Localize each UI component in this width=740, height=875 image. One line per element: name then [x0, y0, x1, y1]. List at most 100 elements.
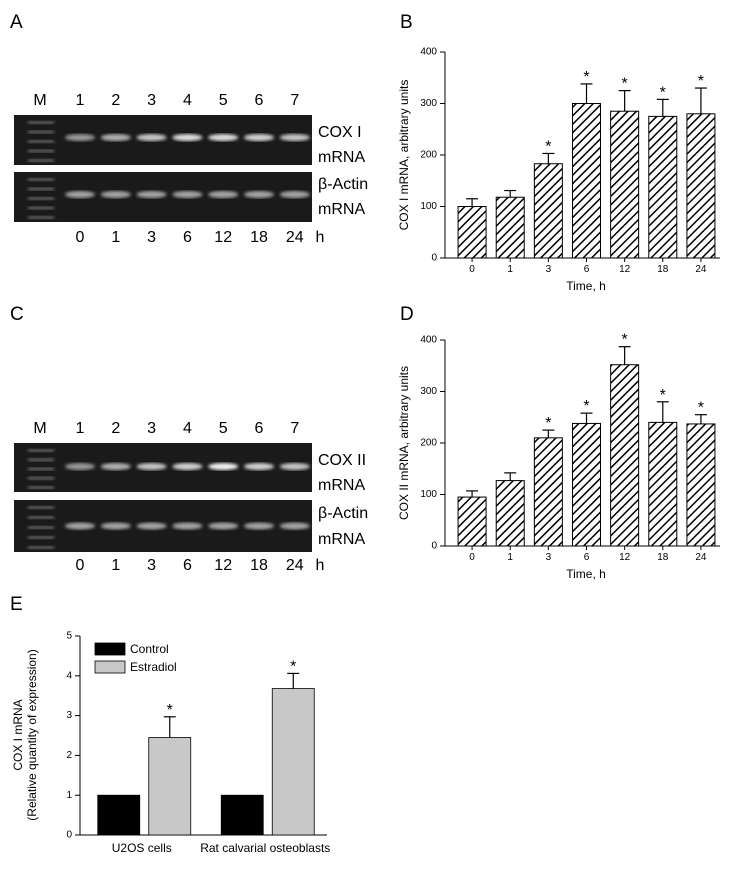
panel-letter: B: [400, 12, 413, 33]
ladder-band: [28, 476, 54, 480]
ladder-band: [28, 546, 54, 549]
ladder-band: [28, 149, 54, 153]
significance-marker: *: [290, 658, 296, 675]
panel-letter: A: [10, 12, 23, 33]
row-label: COX I: [318, 124, 362, 141]
lane-label: 6: [255, 92, 264, 109]
gel-band: [100, 134, 131, 141]
ladder-band: [28, 536, 54, 539]
ladder-band: [28, 516, 54, 519]
marker-label: M: [33, 92, 46, 109]
y-tick-label: 300: [420, 386, 437, 397]
time-label: 18: [250, 557, 268, 574]
x-tick-label: 6: [584, 264, 590, 275]
bar: [220, 794, 264, 836]
bar: [610, 110, 640, 259]
lane-label: 1: [76, 420, 85, 437]
error-bar: [656, 98, 669, 117]
error-bar: [580, 412, 593, 424]
error-bar: [466, 490, 479, 498]
gel-band: [65, 463, 95, 471]
gel-band: [136, 134, 167, 141]
error-bar: [504, 472, 517, 481]
gel-band: [244, 191, 274, 198]
panel-letter: D: [400, 304, 414, 325]
time-unit: h: [316, 229, 325, 246]
ladder-band: [28, 197, 54, 200]
ladder-band: [28, 216, 54, 219]
time-label: 1: [111, 229, 120, 246]
error-bar: [542, 152, 555, 164]
lane-label: 5: [219, 420, 228, 437]
y-tick-label: 400: [420, 335, 437, 346]
gel-band: [208, 134, 239, 141]
error-bar: [694, 87, 707, 114]
gel-band: [172, 191, 203, 198]
significance-marker: *: [660, 387, 666, 404]
y-tick-label: 100: [420, 489, 437, 500]
gel-band: [244, 522, 274, 530]
time-label: 0: [76, 557, 85, 574]
row-label: β-Actin: [318, 505, 368, 522]
ladder-band: [28, 121, 54, 124]
x-tick-label: 3: [546, 552, 552, 563]
gel-band: [244, 134, 274, 141]
y-tick-label: 2: [66, 750, 72, 761]
gel-band: [100, 191, 131, 198]
gel-band: [136, 522, 167, 530]
significance-marker: *: [698, 400, 704, 417]
gel-band: [279, 134, 310, 141]
row-label: COX II: [318, 452, 366, 469]
significance-marker: *: [583, 69, 589, 86]
gel-band: [244, 463, 274, 471]
gel-band: [136, 463, 167, 471]
time-label: 3: [147, 557, 156, 574]
legend-label: Control: [130, 642, 169, 656]
ladder-band: [28, 130, 54, 134]
lane-label: 1: [76, 92, 85, 109]
gel-band: [100, 522, 131, 530]
error-bar: [618, 346, 631, 365]
x-tick-label: Rat calvarial osteoblasts: [200, 841, 330, 855]
time-label: 18: [250, 229, 268, 246]
gel-band: [136, 191, 167, 198]
gel-band: [65, 191, 95, 198]
lane-label: 5: [219, 92, 228, 109]
time-label: 3: [147, 229, 156, 246]
marker-label: M: [33, 420, 46, 437]
bar: [271, 688, 315, 836]
error-bar: [163, 716, 176, 738]
time-unit: h: [316, 557, 325, 574]
x-tick-label: U2OS cells: [112, 841, 172, 855]
x-tick-label: 18: [657, 552, 669, 563]
gel-band: [172, 522, 203, 530]
bar: [495, 480, 525, 547]
significance-marker: *: [660, 84, 666, 101]
gel-band: [279, 463, 310, 471]
significance-marker: *: [583, 398, 589, 415]
bar: [457, 496, 487, 547]
row-label: mRNA: [318, 201, 365, 218]
gel-band: [208, 463, 239, 471]
y-tick-label: 400: [420, 47, 437, 58]
ladder-band: [28, 467, 54, 471]
bar: [686, 423, 716, 547]
error-bar: [542, 429, 555, 438]
time-label: 6: [183, 557, 192, 574]
significance-marker: *: [622, 76, 628, 93]
x-axis-label: Time, h: [566, 567, 606, 581]
bar: [648, 115, 678, 259]
row-label: mRNA: [318, 149, 365, 166]
error-bar: [580, 83, 593, 104]
gel-band: [65, 522, 95, 530]
error-bar: [466, 198, 479, 207]
x-axis-label: Time, h: [566, 279, 606, 293]
time-label: 6: [183, 229, 192, 246]
legend-label: Estradiol: [130, 660, 177, 674]
ladder-band: [28, 458, 54, 462]
gel-band: [172, 134, 203, 141]
y-axis-label: COX I mRNA: [11, 699, 25, 770]
time-label: 12: [214, 229, 232, 246]
x-tick-label: 3: [546, 264, 552, 275]
